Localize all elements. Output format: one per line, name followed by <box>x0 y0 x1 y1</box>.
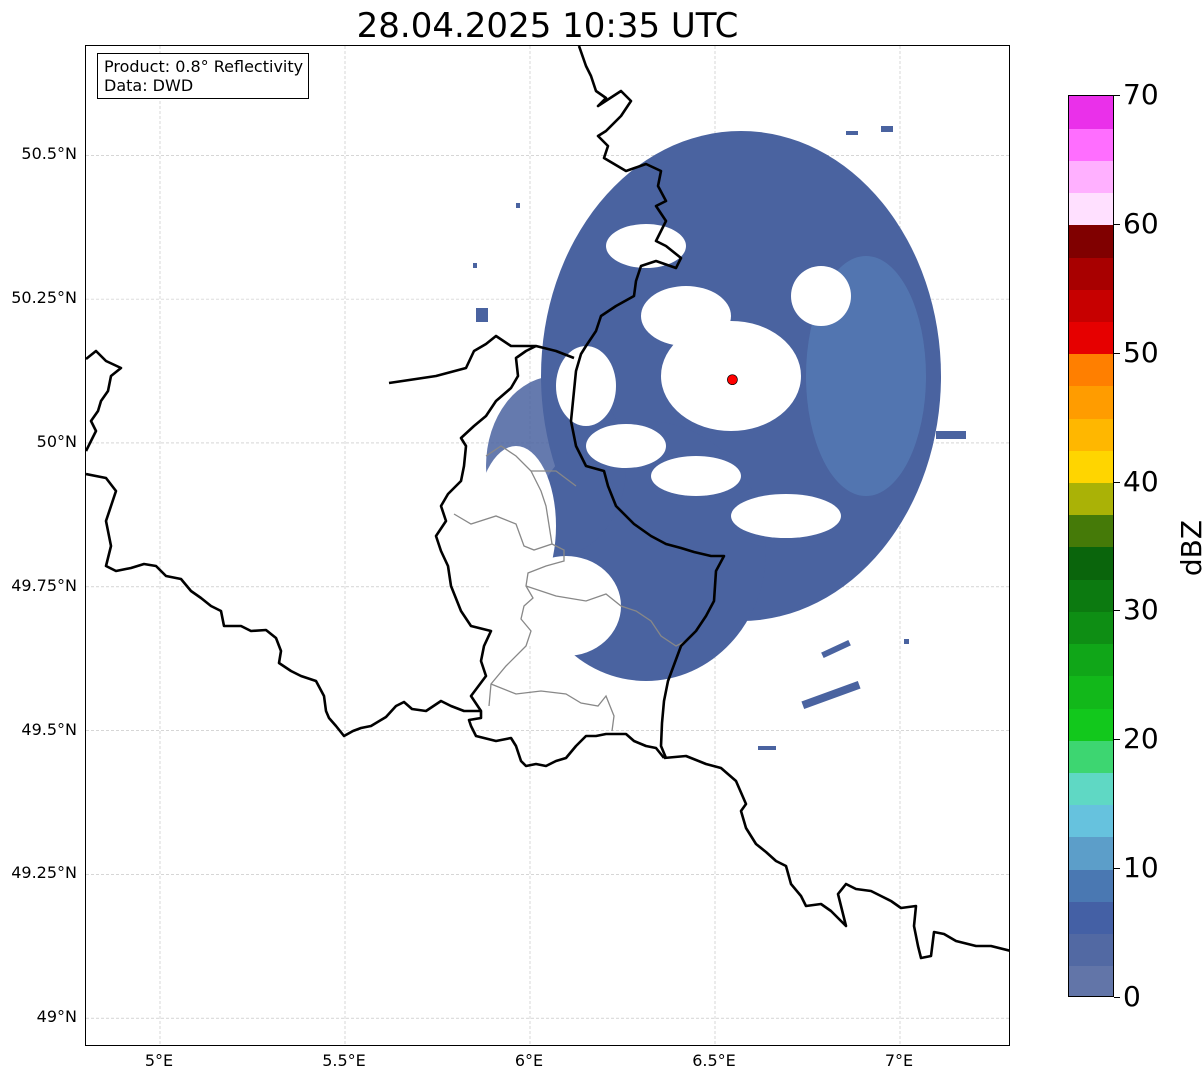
district-border <box>453 513 565 707</box>
colorbar-tick-mark <box>1114 739 1120 741</box>
lat-tick-label: 50.25°N <box>11 288 77 308</box>
colorbar-segment <box>1069 901 1113 935</box>
district-border <box>490 683 615 732</box>
colorbar-segment <box>1069 450 1113 484</box>
colorbar-segment <box>1069 418 1113 451</box>
colorbar-segment <box>1069 675 1113 709</box>
district-border <box>525 585 687 647</box>
lat-tick-label: 49°N <box>36 1007 77 1027</box>
colorbar-segment <box>1069 160 1113 194</box>
colorbar-segment <box>1069 482 1113 516</box>
echo-fragment <box>846 131 858 135</box>
echo-fragment <box>473 263 477 268</box>
echo-fragments <box>473 126 966 750</box>
colorbar-segment <box>1069 547 1113 580</box>
colorbar <box>1068 95 1114 997</box>
echo-fragment <box>821 639 851 659</box>
lat-tick-label: 50°N <box>36 431 77 451</box>
colorbar-segment <box>1069 128 1113 161</box>
colorbar-segment <box>1069 289 1113 322</box>
colorbar-segment <box>1069 740 1113 773</box>
lon-tick-label: 5.5°E <box>322 1051 366 1070</box>
lon-tick-label: 7°E <box>884 1051 914 1070</box>
colorbar-segment <box>1069 257 1113 290</box>
colorbar-segment <box>1069 96 1113 129</box>
colorbar-tick-label: 20 <box>1123 722 1159 756</box>
colorbar-tick-mark <box>1114 481 1120 483</box>
radar-site <box>727 374 738 386</box>
colorbar-segment <box>1069 579 1113 612</box>
lon-tick-label: 6.5°E <box>692 1051 736 1070</box>
lon-tick-label: 5°E <box>144 1051 174 1070</box>
border-luxembourg <box>434 344 537 712</box>
echo-gap <box>476 446 556 606</box>
border-belgium-lux <box>388 334 575 385</box>
colorbar-tick-label: 10 <box>1123 851 1159 885</box>
echo-fragment <box>758 746 776 750</box>
colorbar-tick-label: 40 <box>1123 464 1159 498</box>
data-source-label: Data: DWD <box>104 76 194 95</box>
colorbar-segment <box>1069 611 1113 645</box>
border-france-east <box>663 754 1009 960</box>
lat-tick-label: 49.5°N <box>21 719 77 739</box>
border-belgium-fragment <box>86 349 123 452</box>
colorbar-segment <box>1069 965 1113 996</box>
echo-gap <box>791 266 851 326</box>
map-title: 28.04.2025 10:35 UTC <box>356 6 739 46</box>
colorbar-segment <box>1069 353 1113 387</box>
border-france-north <box>86 472 666 768</box>
echo-fragment <box>881 126 893 132</box>
lat-tick-label: 50.5°N <box>21 144 77 164</box>
colorbar-segment <box>1069 224 1113 258</box>
colorbar-segment <box>1069 933 1113 967</box>
colorbar-tick-label: 70 <box>1123 78 1159 111</box>
colorbar-label: dBZ <box>1175 519 1202 577</box>
colorbar-tick-mark <box>1114 610 1120 612</box>
colorbar-tick-mark <box>1114 95 1120 96</box>
product-info-box: Product: 0.8° Reflectivity Data: DWD <box>97 53 310 99</box>
admin-borders <box>453 445 687 732</box>
echo-fragment <box>476 308 488 322</box>
colorbar-tick-label: 30 <box>1123 593 1159 627</box>
echo-fragment <box>936 431 966 439</box>
country-borders <box>86 46 1009 960</box>
echo-gap <box>651 456 741 496</box>
colorbar-segment <box>1069 514 1113 548</box>
echo-gap <box>556 346 616 426</box>
colorbar-tick-mark <box>1114 223 1120 225</box>
colorbar-segment <box>1069 643 1113 677</box>
echo-gap <box>586 424 666 468</box>
echo-fragment <box>801 680 861 710</box>
lon-tick-label: 6°E <box>514 1051 544 1070</box>
echo-fragment <box>904 639 909 644</box>
colorbar-tick-label: 60 <box>1123 206 1159 240</box>
district-border <box>531 470 577 487</box>
colorbar-tick-mark <box>1114 997 1120 998</box>
echo-gap <box>606 224 686 268</box>
colorbar-segment <box>1069 869 1113 902</box>
colorbar-segment <box>1069 836 1113 870</box>
radar-map[interactable] <box>85 45 1010 1046</box>
colorbar-tick-label: 50 <box>1123 335 1159 369</box>
map-canvas <box>86 46 1009 1045</box>
colorbar-segment <box>1069 385 1113 419</box>
colorbar-tick-label: 0 <box>1123 980 1141 1013</box>
colorbar-tick-mark <box>1114 352 1120 354</box>
border-germany-west <box>569 46 726 759</box>
reflectivity-echoes <box>473 126 966 750</box>
lat-tick-label: 49.25°N <box>11 863 77 883</box>
colorbar-segment <box>1069 321 1113 355</box>
colorbar-segment <box>1069 708 1113 741</box>
lat-tick-label: 49.75°N <box>11 575 77 595</box>
colorbar-segment <box>1069 772 1113 806</box>
product-label: Product: 0.8° Reflectivity <box>104 57 304 76</box>
echo-fragment <box>516 203 520 208</box>
colorbar-segment <box>1069 192 1113 226</box>
radar-site-marker[interactable] <box>727 374 738 386</box>
echo-gap <box>641 286 731 346</box>
colorbar-segment <box>1069 804 1113 838</box>
echo-gap <box>731 494 841 538</box>
colorbar-tick-mark <box>1114 868 1120 870</box>
